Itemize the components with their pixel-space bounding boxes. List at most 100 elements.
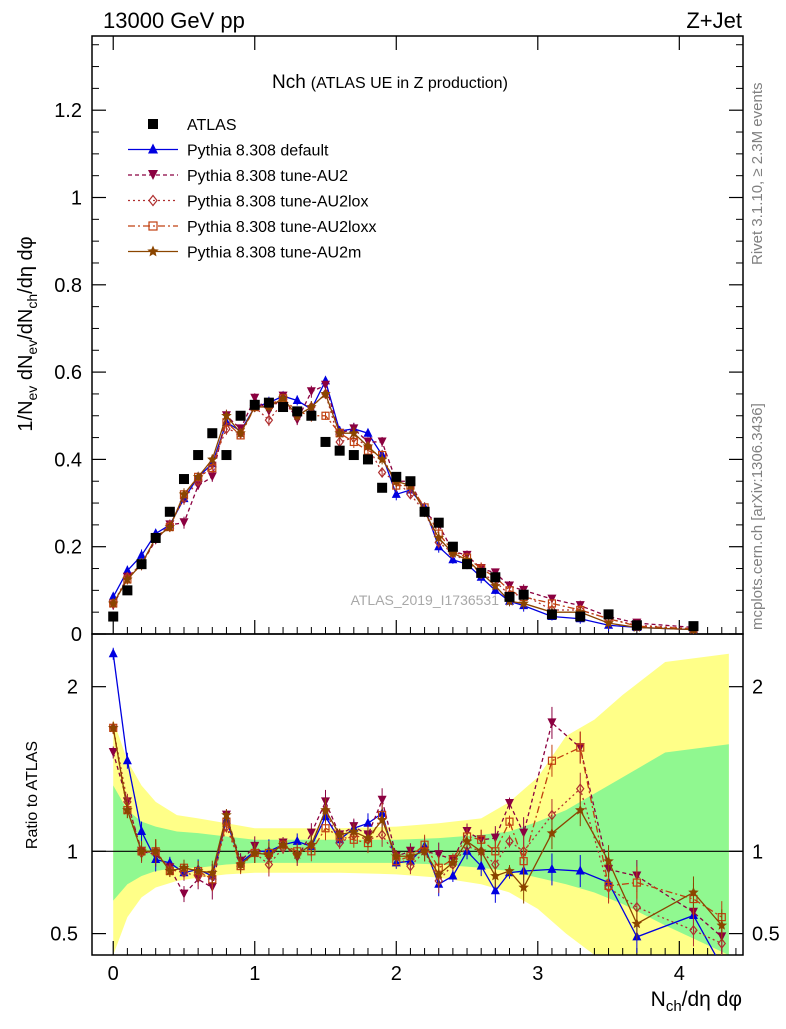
- data-point: [148, 143, 158, 154]
- data-point: [221, 809, 232, 820]
- data-point: [122, 804, 133, 815]
- legend-label: Pythia 8.308 tune-AU2m: [187, 245, 361, 262]
- data-point: [603, 609, 614, 620]
- data-point: [263, 397, 274, 408]
- data-point: [447, 857, 459, 868]
- xlabel: Nch/dη dφ: [651, 988, 742, 1015]
- data-point: [462, 559, 473, 570]
- data-point: [603, 617, 614, 628]
- data-point: [376, 453, 388, 464]
- ratio-y-tick-label: 1: [67, 841, 78, 863]
- data-point: [137, 826, 147, 836]
- data-point: [461, 835, 473, 846]
- data-point: [147, 245, 159, 257]
- data-point: [306, 401, 317, 412]
- data-point: [207, 453, 218, 464]
- series-line: [112, 384, 694, 629]
- data-point: [164, 521, 176, 532]
- data-point: [306, 839, 317, 850]
- y-tick-label: 0.8: [54, 275, 82, 297]
- data-point: [377, 437, 387, 447]
- data-point: [235, 427, 246, 438]
- data-point: [292, 394, 302, 404]
- ratio-y-tick-label-right: 0.5: [752, 924, 780, 946]
- data-point: [178, 474, 189, 485]
- data-point: [306, 410, 317, 421]
- data-point: [277, 839, 289, 850]
- data-point: [504, 865, 515, 876]
- legend-entry: Pythia 8.308 tune-AU2m: [128, 245, 361, 262]
- y-tick-label: 0.2: [54, 537, 82, 559]
- data-point: [716, 919, 727, 930]
- data-point: [348, 450, 359, 461]
- data-point: [320, 436, 331, 447]
- data-point: [575, 611, 586, 622]
- y-tick-label: 1: [71, 188, 82, 210]
- data-point: [192, 865, 204, 876]
- data-point: [575, 865, 585, 875]
- data-point: [448, 554, 458, 564]
- data-point: [505, 835, 514, 847]
- data-point: [546, 827, 558, 838]
- data-point: [717, 961, 726, 970]
- data-point: [348, 826, 359, 836]
- ratio-y-tick-label-right: 2: [752, 677, 763, 699]
- data-point: [334, 829, 345, 840]
- y-tick-label: 0.6: [54, 362, 82, 384]
- data-point: [292, 406, 303, 417]
- side-rivet: Rivet 3.1.10, ≥ 2.3M events: [749, 83, 766, 266]
- ratio-y-tick-label: 2: [67, 677, 78, 699]
- data-point: [164, 865, 176, 876]
- data-point: [334, 445, 345, 456]
- data-point: [108, 597, 119, 608]
- ratio-series-4: [108, 721, 727, 942]
- data-point: [632, 878, 641, 887]
- data-point: [306, 387, 316, 397]
- data-point: [391, 488, 401, 498]
- data-point: [192, 471, 204, 482]
- data-point: [363, 817, 373, 827]
- data-point: [250, 393, 260, 403]
- data-point: [362, 454, 373, 465]
- legend-entry: Pythia 8.308 tune-AU2lox: [128, 194, 368, 211]
- data-point: [519, 828, 529, 838]
- data-point: [306, 828, 316, 838]
- title-sub: (ATLAS UE in Z production): [311, 75, 508, 92]
- data-point: [363, 427, 373, 437]
- data-point: [148, 170, 158, 180]
- ratio-bands: [92, 653, 743, 955]
- data-point: [447, 541, 458, 552]
- legend-label: Pythia 8.308 tune-AU2: [187, 168, 348, 185]
- y-tick-label: 1.2: [54, 100, 82, 122]
- data-point: [547, 594, 557, 604]
- data-point: [179, 518, 189, 528]
- data-point: [518, 597, 529, 608]
- data-point: [321, 411, 330, 420]
- data-point: [406, 488, 415, 500]
- data-point: [292, 849, 303, 859]
- data-point: [277, 392, 289, 403]
- data-point: [150, 532, 161, 543]
- ratio-series: [108, 647, 727, 970]
- ratio-line: [112, 727, 723, 918]
- data-point: [376, 814, 388, 825]
- data-point: [249, 847, 260, 858]
- data-point: [518, 589, 529, 600]
- legend-label: Pythia 8.308 default: [187, 143, 329, 160]
- data-point: [391, 850, 402, 861]
- legend-label: ATLAS: [187, 117, 237, 134]
- data-point: [348, 427, 359, 438]
- data-point: [108, 611, 119, 622]
- data-point: [447, 547, 459, 558]
- data-point: [148, 221, 158, 231]
- data-point: [164, 506, 175, 517]
- data-point: [547, 718, 557, 728]
- data-point: [108, 748, 118, 758]
- data-point: [292, 835, 302, 845]
- data-point: [504, 591, 515, 602]
- data-point: [148, 119, 158, 129]
- data-point: [321, 380, 331, 390]
- data-point: [235, 410, 246, 421]
- data-point: [362, 440, 374, 451]
- data-point: [518, 882, 529, 892]
